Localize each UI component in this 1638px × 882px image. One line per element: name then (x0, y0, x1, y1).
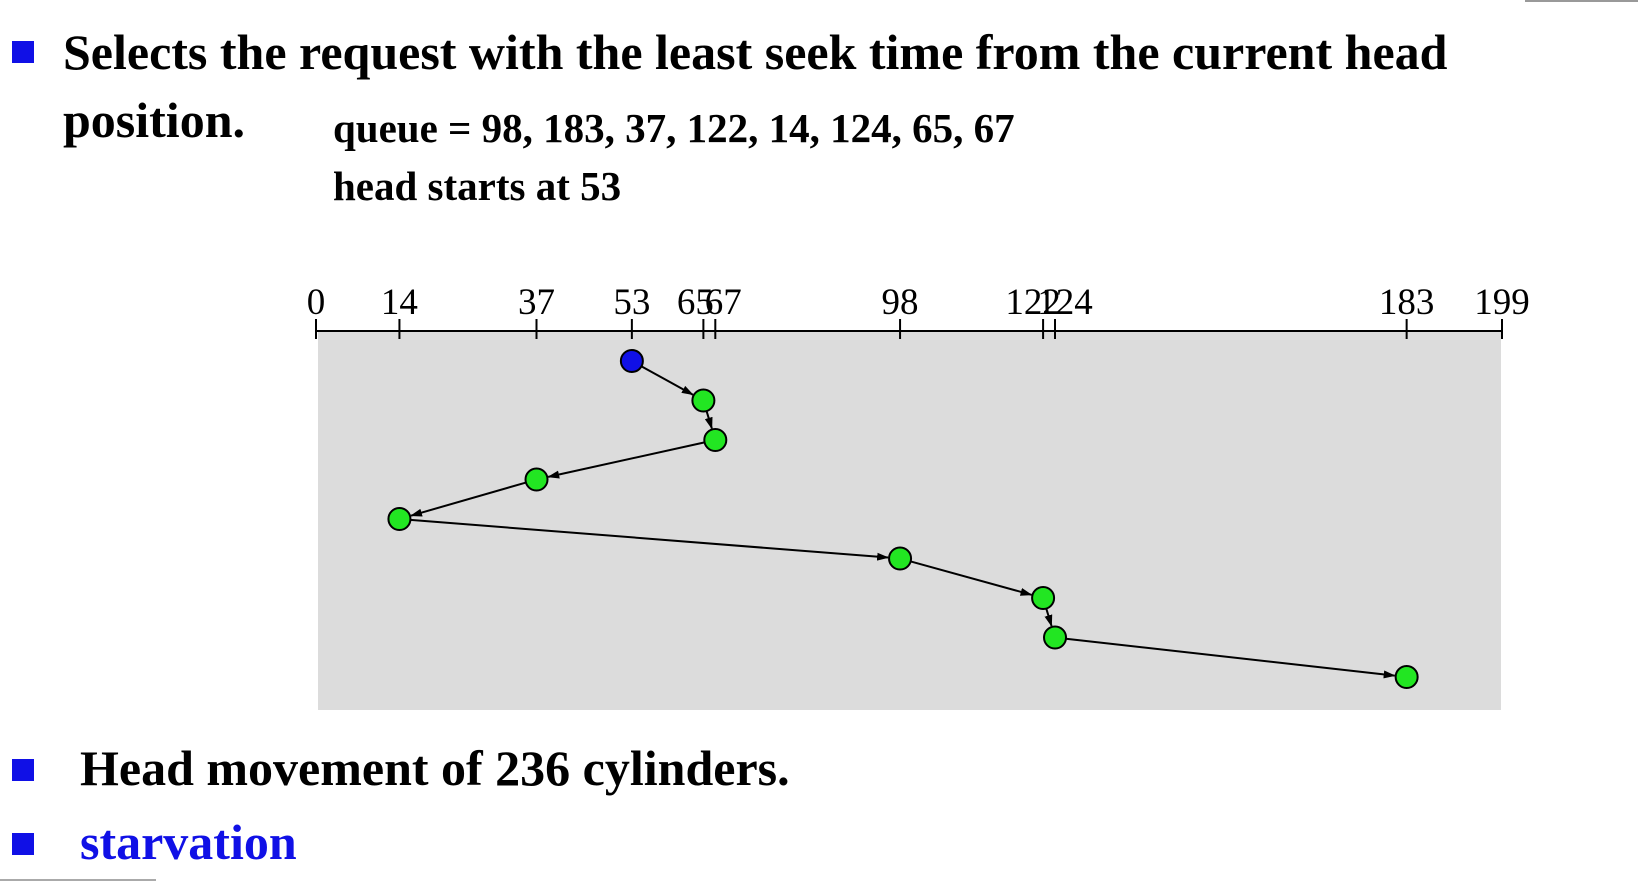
head-move-arrow (1065, 637, 1396, 679)
head-path (410, 365, 1396, 679)
queue-text: queue = 98, 183, 37, 122, 14, 124, 65, 6… (333, 105, 1015, 151)
axis-tick-label: 124 (1037, 282, 1093, 323)
axis-tick-label: 199 (1474, 282, 1530, 323)
head-move-arrow (641, 365, 694, 396)
axis-tick-label: 98 (882, 282, 919, 323)
axis-tick-label: 37 (518, 282, 555, 323)
head-start-node (619, 349, 644, 373)
request-node (888, 546, 913, 571)
axis-ticks (315, 319, 1503, 339)
axis-tick-label: 65 (677, 282, 714, 323)
request-nodes (387, 349, 1419, 689)
axis-tick-label: 0 (307, 282, 326, 323)
request-node (691, 388, 716, 413)
bullet-square-icon (12, 759, 34, 781)
axis-tick-label: 183 (1379, 282, 1435, 323)
track-panel (318, 331, 1501, 710)
request-node (387, 507, 412, 531)
axis-tick-label: 14 (381, 282, 418, 323)
head-move-arrow (547, 441, 705, 479)
bottom-edge-rule (0, 879, 156, 881)
request-node (1043, 625, 1068, 650)
head-move-arrow (410, 481, 527, 517)
head-move-arrow (704, 410, 713, 430)
head-move-arrow (1044, 608, 1053, 627)
axis-tick-label: 67 (705, 282, 742, 323)
axis-tick-label: 122 (1005, 282, 1061, 323)
axis-tick-label: 53 (613, 282, 650, 323)
request-node (703, 428, 728, 452)
intro-text: Selects the request with the least seek … (63, 24, 1448, 80)
intro-text-continued: position. (63, 92, 246, 148)
head-move-arrow (910, 560, 1033, 596)
head-move-arrow (410, 518, 890, 561)
request-node (1031, 586, 1056, 610)
starvation-text: starvation (80, 814, 297, 870)
head-movement-text: Head movement of 236 cylinders. (80, 740, 790, 796)
top-edge-rule (1525, 0, 1638, 2)
bullet-square-icon (12, 833, 34, 855)
request-node (1394, 665, 1419, 689)
head-start-text: head starts at 53 (333, 163, 622, 209)
bullet-square-icon (12, 41, 34, 63)
request-node (524, 467, 549, 492)
